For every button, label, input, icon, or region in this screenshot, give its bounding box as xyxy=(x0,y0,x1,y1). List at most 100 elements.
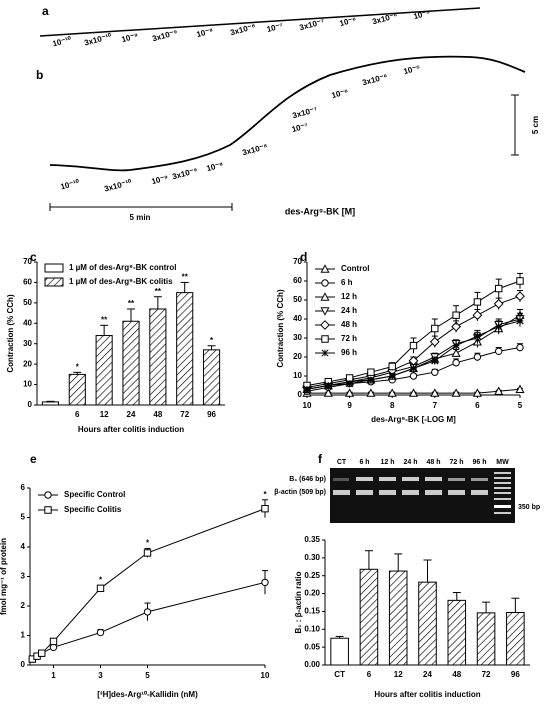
x-tick-label: 24 xyxy=(127,410,136,419)
lane-label: 24 h xyxy=(403,459,417,466)
marker xyxy=(345,374,354,382)
y-tick-label: 0.30 xyxy=(304,553,320,562)
axis-label: des-Arg⁹-BK [M] xyxy=(285,206,355,216)
panel-label: f xyxy=(318,452,323,466)
marker xyxy=(430,388,440,397)
y-axis-label: Contraction (% CCh) xyxy=(6,294,15,373)
significance: ** xyxy=(155,287,162,296)
marker xyxy=(493,298,504,309)
x-tick-label: 6 xyxy=(367,670,372,679)
bar xyxy=(476,612,496,666)
concentration-label: 3x10⁻⁶ xyxy=(361,72,388,87)
panel-label: c xyxy=(30,250,37,264)
y-tick-label: 0.35 xyxy=(304,535,320,544)
y-tick-label: 3 xyxy=(21,572,26,581)
series-line xyxy=(32,508,266,660)
legend-label: 6 h xyxy=(341,278,353,287)
x-tick-label: 8 xyxy=(390,401,395,410)
x-tick-label: 7 xyxy=(433,401,438,410)
legend-label: 48 h xyxy=(341,320,357,329)
y-tick-label: 50 xyxy=(293,295,302,304)
marker xyxy=(323,388,333,397)
bar xyxy=(388,570,408,666)
y-tick-label: 0.05 xyxy=(304,642,320,651)
y-tick-label: 5 xyxy=(21,513,26,522)
legend-label: 24 h xyxy=(341,306,357,315)
bar xyxy=(330,637,349,666)
band-label: β-actin (509 bp) xyxy=(274,489,326,496)
y-tick-label: 0.25 xyxy=(304,571,320,580)
concentration-label: 10⁻¹⁰ xyxy=(60,178,81,192)
legend-swatch xyxy=(44,277,64,287)
x-tick-label: 10 xyxy=(261,671,270,680)
y-tick-label: 10 xyxy=(23,380,32,389)
marker xyxy=(473,298,482,306)
x-tick-label: 3 xyxy=(98,671,103,680)
y-tick-label: 40 xyxy=(293,314,302,323)
significance: ** xyxy=(182,273,189,282)
scale-label: 5 min xyxy=(130,213,151,222)
marker xyxy=(96,584,105,592)
panel-label: a xyxy=(42,4,49,18)
y-tick-label: 0 xyxy=(298,390,303,399)
marker xyxy=(261,504,269,513)
concentration-label: 3x10⁻¹⁰ xyxy=(103,177,133,193)
x-tick-label: 48 xyxy=(452,670,461,679)
bar xyxy=(506,612,525,666)
y-tick-label: 4 xyxy=(21,542,26,551)
legend-marker xyxy=(320,292,330,301)
y-tick-label: 0 xyxy=(28,400,33,409)
panel-label: e xyxy=(30,452,37,466)
marker xyxy=(367,368,375,376)
y-tick-label: 70 xyxy=(23,257,32,266)
marker xyxy=(408,388,419,397)
bar xyxy=(418,581,437,666)
marker xyxy=(143,549,152,557)
concentration-label: 3x10⁻⁶ xyxy=(371,11,398,26)
y-axis-label: Contraction (% CCh) xyxy=(276,289,285,368)
marker xyxy=(515,384,525,393)
legend-marker xyxy=(321,349,329,357)
marker xyxy=(451,348,461,357)
concentration-label: 10⁻⁸ xyxy=(206,160,225,173)
legend-label: Specific Control xyxy=(64,490,125,499)
y-tick-label: 50 xyxy=(23,298,32,307)
x-tick-label: 48 xyxy=(153,410,162,419)
legend-swatch xyxy=(44,263,64,273)
bar xyxy=(68,373,86,406)
panel-label: d xyxy=(300,250,307,264)
marker xyxy=(303,385,311,393)
x-tick-label: 10 xyxy=(303,401,312,410)
x-tick-label: 9 xyxy=(347,401,352,410)
marker xyxy=(452,359,460,367)
significance: ** xyxy=(128,299,135,308)
bar xyxy=(176,292,194,406)
marker xyxy=(388,372,396,380)
scale-label: 5 cm xyxy=(531,116,540,134)
marker xyxy=(345,379,354,388)
concentration-label: 10⁻⁷ xyxy=(266,21,284,34)
marker xyxy=(431,324,439,333)
marker xyxy=(261,578,269,587)
gel-image xyxy=(330,468,515,523)
marker xyxy=(472,388,482,397)
lane-label: 72 h xyxy=(449,459,463,466)
legend-label: Control xyxy=(341,264,369,273)
marker xyxy=(452,341,460,350)
marker xyxy=(516,343,524,352)
x-axis-label: Hours after colitis induction xyxy=(374,690,480,699)
bar xyxy=(149,308,167,406)
marker xyxy=(345,388,355,397)
y-tick-label: 0.10 xyxy=(304,624,320,633)
legend-marker xyxy=(321,335,329,343)
marker xyxy=(324,381,332,390)
x-tick-label: 12 xyxy=(100,410,109,419)
concentration-label: 10⁻⁹ xyxy=(151,173,170,186)
marker xyxy=(143,608,152,616)
marker-label: 350 bp xyxy=(518,504,540,511)
marker xyxy=(388,362,396,371)
x-tick-label: 96 xyxy=(511,670,520,679)
lane-label: 6 h xyxy=(359,459,369,466)
x-tick-label: 5 xyxy=(145,671,150,680)
marker xyxy=(451,388,461,397)
